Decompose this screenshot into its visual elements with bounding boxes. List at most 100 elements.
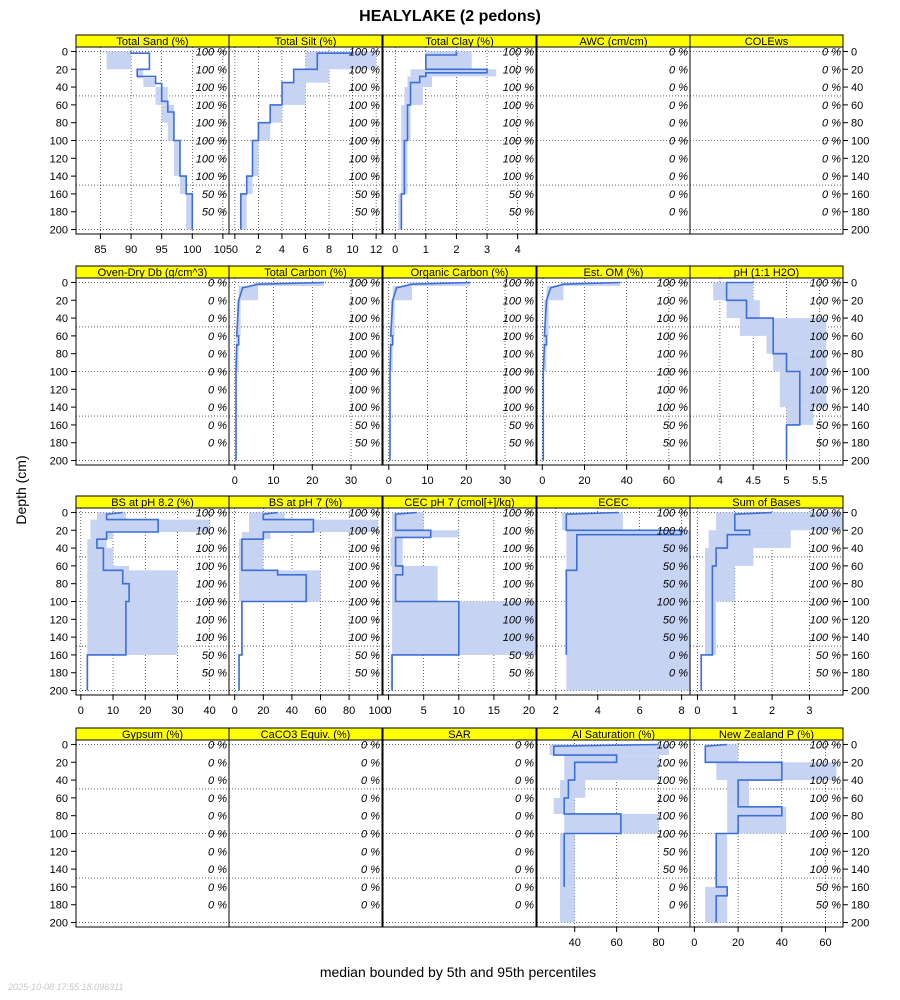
x-tick-label: 60 — [611, 937, 623, 949]
data-coverage-label: 0 % — [822, 64, 841, 76]
panel-caco3-equiv: CaCO3 Equiv. (%) 0 % 0 % 0 % 0 % 0 % 0 % 0 % 0 %… — [228, 727, 383, 928]
data-coverage-label: 50 % — [663, 561, 688, 573]
depth-tick-label-right: 180 — [851, 900, 869, 912]
data-coverage-label: 50 % — [663, 438, 688, 450]
depth-tick-label-right: 120 — [851, 384, 869, 396]
depth-tick-label-right: 0 — [851, 46, 857, 58]
data-coverage-label: 100 % — [503, 507, 534, 519]
x-tick-label: 8 — [679, 705, 685, 717]
data-coverage-label: 100 % — [810, 811, 841, 823]
depth-tick-label-right: 140 — [851, 864, 869, 876]
panel-colews: COLEws 0 % 0 % 0 % 0 % 0 % 0 % 0 % 0 % 0 % 0 % — [689, 34, 844, 235]
panel-est-om: Est. OM (%) 100 % 100 % 100 % 100 % 100 % 100 … — [536, 265, 691, 487]
percentile-band — [726, 300, 760, 319]
data-coverage-label: 100 % — [657, 793, 688, 805]
median-line — [391, 511, 460, 691]
percentile-band — [293, 69, 330, 83]
data-coverage-label: 50 % — [355, 189, 380, 201]
x-axis-label: median bounded by 5th and 95th percentil… — [320, 964, 596, 980]
data-coverage-label: 0 % — [361, 900, 380, 912]
panel-strip-label: Organic Carbon (%) — [411, 267, 509, 279]
data-coverage-label: 100 % — [503, 313, 534, 325]
median-line — [704, 743, 783, 923]
percentile-band — [560, 780, 586, 798]
percentile-band — [779, 371, 827, 408]
data-coverage-label: 100 % — [810, 525, 841, 537]
data-coverage-label: 100 % — [196, 543, 227, 555]
percentile-band — [238, 286, 259, 301]
percentile-band — [392, 512, 424, 531]
data-coverage-label: 0 % — [822, 118, 841, 130]
data-coverage-label: 100 % — [196, 153, 227, 165]
data-coverage-label: 100 % — [503, 331, 534, 343]
x-tick-label: 0 — [539, 475, 545, 487]
percentile-band — [254, 282, 324, 287]
data-coverage-label: 0 % — [669, 189, 688, 201]
data-coverage-label: 100 % — [657, 507, 688, 519]
panel-strip-label: COLEws — [745, 36, 789, 48]
data-coverage-label: 100 % — [349, 614, 380, 626]
depth-tick-label-right: 160 — [851, 420, 869, 432]
x-tick-label: 1 — [732, 705, 738, 717]
x-tick-label: 0 — [78, 705, 84, 717]
data-coverage-label: 100 % — [349, 277, 380, 289]
panel-strip-label: CaCO3 Equiv. (%) — [261, 729, 351, 741]
panel-al-saturation: Al Saturation (%)100 %100 %100 %100 %100… — [536, 727, 691, 949]
percentile-band — [705, 744, 739, 763]
data-coverage-label: 100 % — [810, 846, 841, 858]
data-coverage-label: 100 % — [196, 64, 227, 76]
data-coverage-label: 50 % — [816, 900, 841, 912]
x-tick-label: 6 — [302, 244, 308, 256]
panel-frame — [382, 739, 537, 928]
data-coverage-label: 100 % — [810, 331, 841, 343]
data-coverage-label: 0 % — [669, 153, 688, 165]
data-coverage-label: 100 % — [349, 543, 380, 555]
x-tick-label: 5 — [783, 475, 789, 487]
median-line — [400, 51, 488, 230]
data-coverage-label: 100 % — [810, 632, 841, 644]
depth-tick-label-right: 100 — [851, 829, 869, 841]
panel-strip-label: SAR — [448, 729, 471, 741]
percentile-band — [716, 512, 843, 531]
data-coverage-label: 0 % — [361, 811, 380, 823]
percentile-band — [390, 537, 403, 566]
data-coverage-label: 0 % — [208, 349, 227, 361]
depth-tick-label-left: 160 — [50, 882, 68, 894]
x-tick-label: 85 — [94, 244, 106, 256]
percentile-band — [390, 300, 395, 336]
percentile-band — [766, 335, 827, 354]
data-coverage-label: 0 % — [208, 277, 227, 289]
x-tick-label: 10 — [453, 705, 465, 717]
depth-tick-label-left: 180 — [50, 900, 68, 912]
data-coverage-label: 100 % — [657, 367, 688, 379]
data-coverage-label: 50 % — [509, 668, 534, 680]
panel-total-silt: Total Silt (%) 100 % 100 % 100 % 100 % 100 % 1… — [228, 34, 383, 256]
data-coverage-label: 0 % — [361, 882, 380, 894]
data-coverage-label: 50 % — [509, 650, 534, 662]
data-coverage-label: 50 % — [816, 650, 841, 662]
data-coverage-label: 100 % — [810, 864, 841, 876]
panel-oven-dry-db-g-cm-3: Oven-Dry Db (g/cm^3)0 %0 %0 %0 %0 %0 %0 … — [75, 265, 230, 466]
depth-tick-label-right: 180 — [851, 438, 869, 450]
data-coverage-label: 100 % — [503, 46, 534, 58]
data-coverage-label: 100 % — [196, 561, 227, 573]
percentile-band — [392, 286, 413, 301]
data-coverage-label: 0 % — [515, 739, 534, 751]
data-coverage-label: 0 % — [669, 118, 688, 130]
panel-awc-cm-cm: AWC (cm/cm) 0 % 0 % 0 % 0 % 0 % 0 % 0 % 0 % 0 % 0 … — [536, 34, 691, 235]
percentile-band — [716, 762, 837, 781]
depth-tick-label-left: 0 — [62, 277, 68, 289]
data-coverage-label: 0 % — [669, 900, 688, 912]
depth-tick-label-right: 40 — [851, 543, 863, 555]
panel-cec-ph-7-cmol-kg: CEC pH 7 (cmol[+]/kg)100 %100 %100 %100 … — [382, 495, 537, 717]
data-coverage-label: 50 % — [816, 882, 841, 894]
depth-tick-label-right: 160 — [851, 650, 869, 662]
x-tick-label: 100 — [369, 705, 387, 717]
data-coverage-label: 100 % — [503, 543, 534, 555]
x-tick-label: 60 — [663, 475, 675, 487]
data-coverage-label: 0 % — [822, 136, 841, 148]
data-coverage-label: 100 % — [503, 295, 534, 307]
depth-tick-label-left: 200 — [50, 686, 68, 698]
percentile-band — [87, 570, 178, 602]
data-coverage-label: 100 % — [503, 579, 534, 591]
